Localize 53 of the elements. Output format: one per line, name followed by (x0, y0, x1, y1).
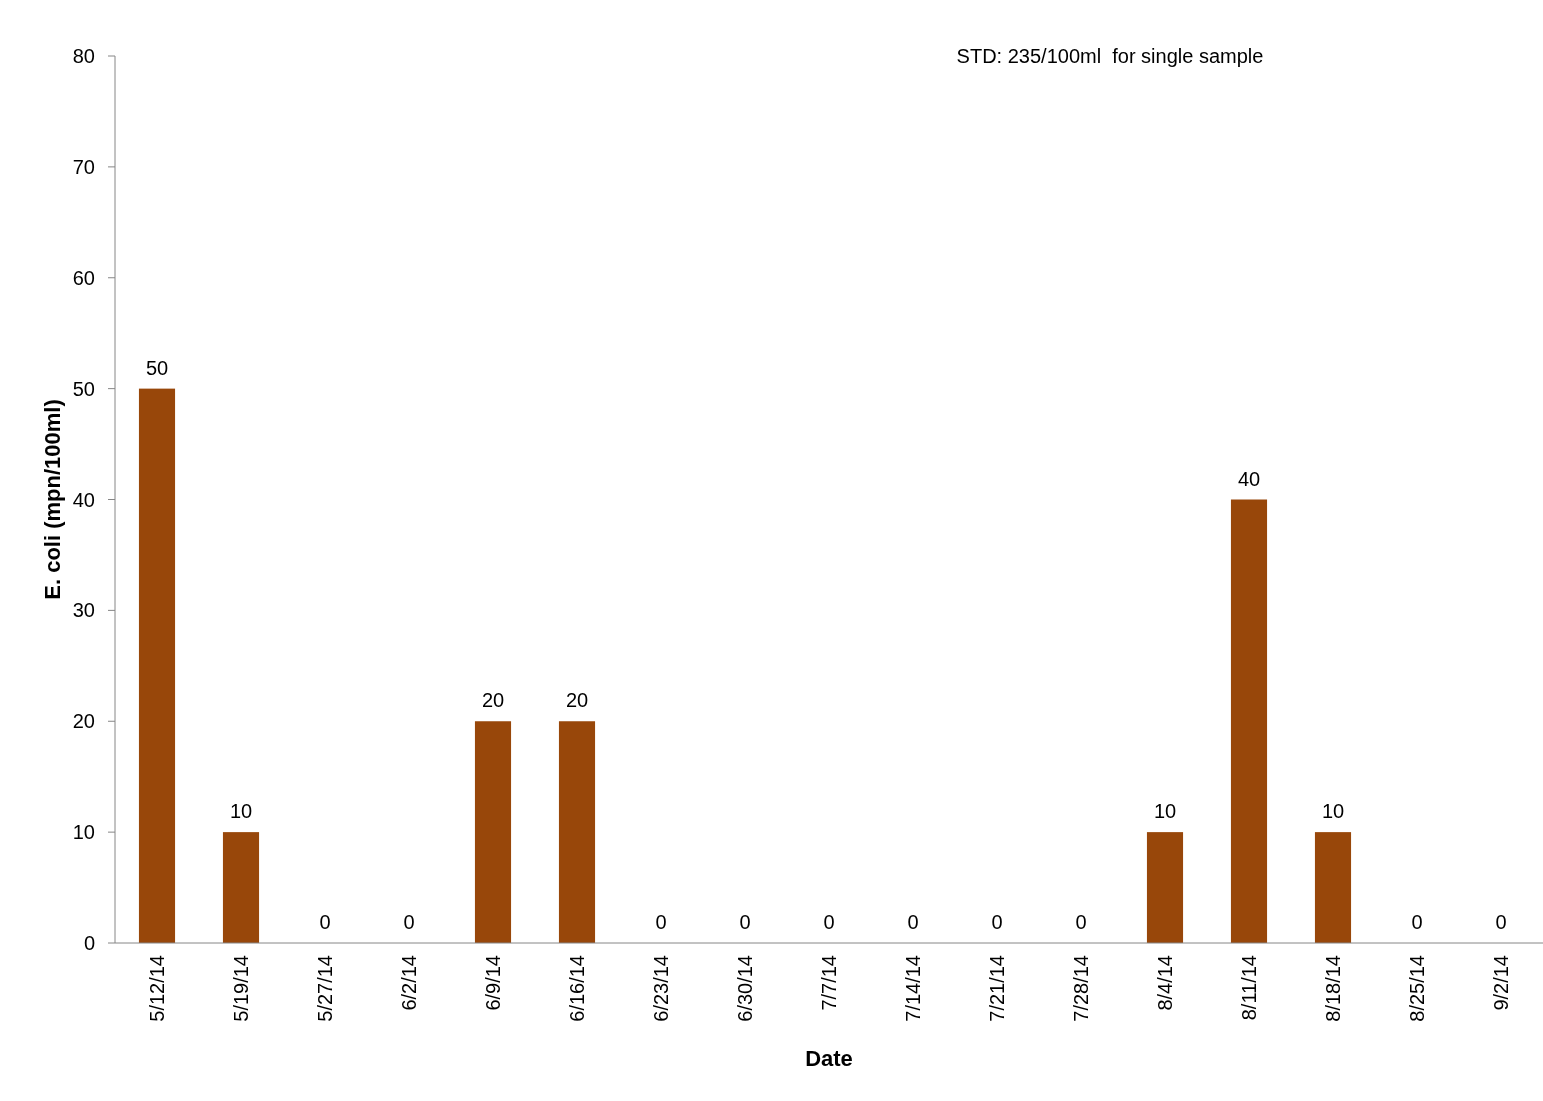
bar (474, 721, 512, 943)
y-tick-label: 0 (83, 932, 95, 954)
data-label: 0 (319, 911, 331, 933)
y-tick-label: 50 (72, 377, 95, 400)
data-label: 0 (1411, 911, 1423, 933)
y-tick-label: 80 (72, 45, 95, 67)
x-axis-title: Date (805, 1046, 853, 1071)
x-tick-label: 8/25/14 (1406, 955, 1428, 1022)
x-tick-label: 6/2/14 (398, 955, 420, 1011)
x-tick-label: 7/7/14 (818, 955, 840, 1011)
bar (1146, 832, 1184, 943)
bar (138, 388, 176, 943)
x-tick-label: 6/9/14 (482, 955, 504, 1011)
data-label: 0 (991, 911, 1003, 933)
x-tick-label: 8/18/14 (1322, 955, 1344, 1022)
data-label: 0 (907, 911, 919, 933)
x-tick-label: 8/4/14 (1154, 955, 1176, 1011)
data-label: 50 (145, 356, 169, 379)
x-tick-label: 7/21/14 (986, 955, 1008, 1022)
data-label: 0 (403, 911, 415, 933)
y-tick-label: 10 (72, 821, 95, 844)
y-tick-label: 20 (72, 710, 95, 733)
x-tick-label: 8/11/14 (1238, 955, 1260, 1021)
x-tick-label: 5/19/14 (230, 955, 252, 1022)
x-tick-label: 9/2/14 (1490, 955, 1512, 1011)
data-label: 0 (739, 911, 751, 933)
bar (1314, 832, 1352, 943)
x-tick-label: 7/28/14 (1070, 955, 1092, 1022)
data-label: 10 (1153, 800, 1177, 823)
data-label: 0 (823, 911, 835, 933)
x-tick-label: 5/27/14 (314, 955, 336, 1022)
data-label: 0 (1495, 911, 1507, 933)
x-tick-label: 7/14/14 (902, 955, 924, 1022)
x-tick-label: 6/23/14 (650, 955, 672, 1022)
bar (222, 832, 260, 943)
data-label: 10 (1321, 800, 1345, 823)
data-label: 20 (565, 689, 589, 712)
data-label: 0 (1075, 911, 1087, 933)
y-tick-label: 60 (72, 266, 95, 289)
x-tick-label: 6/30/14 (734, 955, 756, 1022)
annotation: STD: 235/100ml for single sample (956, 45, 1264, 67)
bar (1230, 499, 1268, 943)
y-tick-label: 30 (72, 599, 95, 622)
data-label: 20 (481, 689, 505, 712)
bar (558, 721, 596, 943)
x-tick-label: 6/16/14 (566, 955, 588, 1022)
data-label: 10 (229, 800, 253, 823)
data-label: 0 (655, 911, 667, 933)
data-label: 40 (1237, 467, 1261, 490)
y-tick-label: 70 (72, 155, 95, 178)
x-tick-label: 5/12/14 (146, 955, 168, 1022)
y-tick-label: 40 (72, 488, 95, 511)
y-axis-title: E. coli (mpn/100ml) (39, 399, 65, 600)
